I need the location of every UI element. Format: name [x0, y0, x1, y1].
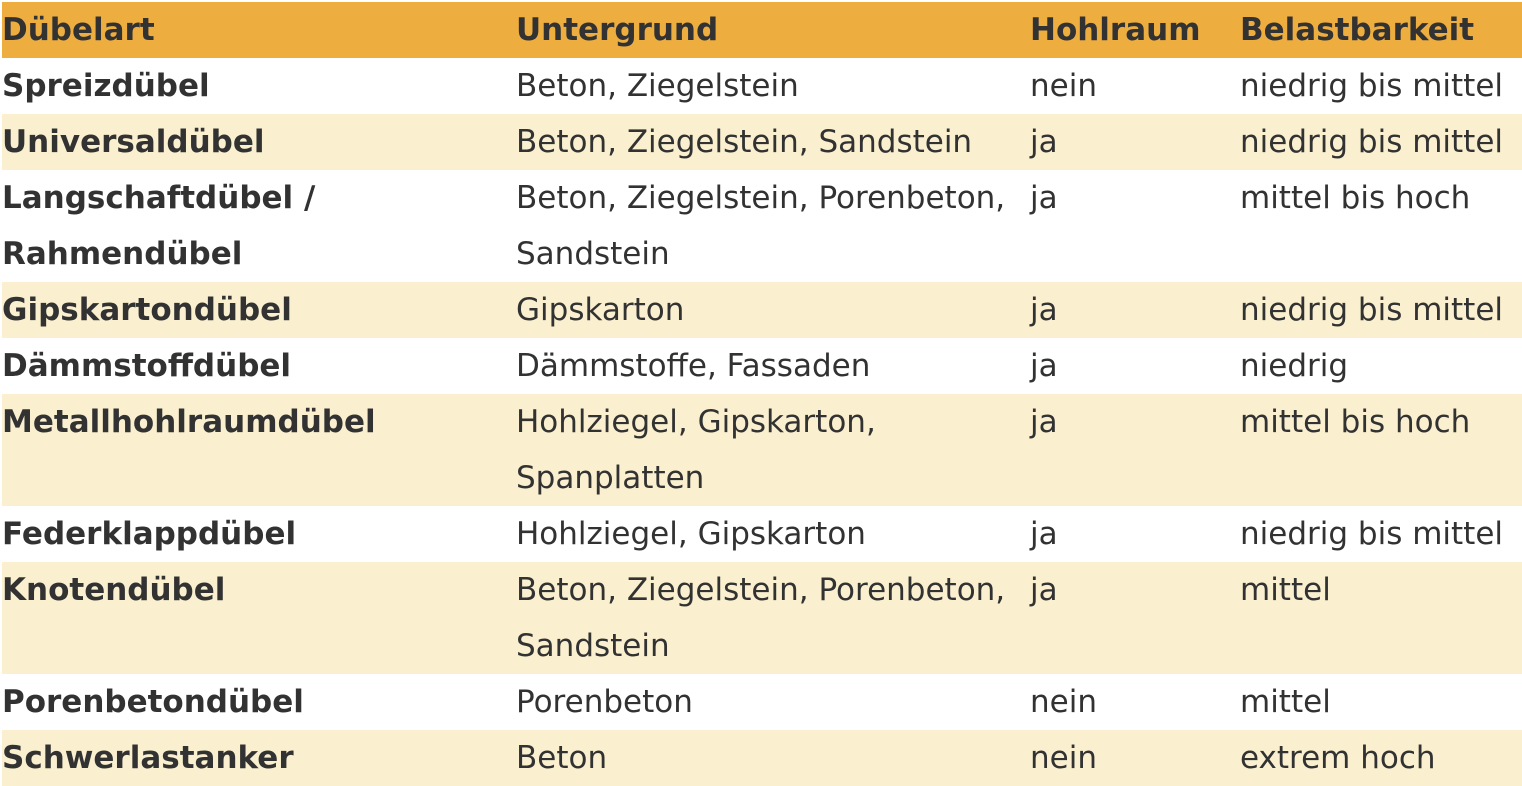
cell-untergrund: Beton, Ziegelstein, Porenbeton, Sandstei… — [516, 180, 1006, 272]
table-row: Knotendübel Beton, Ziegelstein, Porenbet… — [2, 562, 1522, 674]
table-header-row: Dübelart Untergrund Hohlraum Belastbarke… — [2, 2, 1522, 58]
cell-belastbarkeit: niedrig bis mittel — [1240, 516, 1504, 552]
cell-duebelart: Schwerlastanker — [2, 740, 294, 776]
cell-hohlraum: ja — [1030, 572, 1058, 608]
cell-untergrund: Beton — [516, 740, 608, 776]
cell-belastbarkeit: niedrig bis mittel — [1240, 292, 1504, 328]
cell-belastbarkeit: mittel — [1240, 572, 1331, 608]
cell-duebelart: Gipskartondübel — [2, 292, 292, 328]
table-row: Schwerlastanker Beton nein extrem hoch — [2, 730, 1522, 786]
cell-duebelart: Knotendübel — [2, 572, 226, 608]
cell-untergrund: Beton, Ziegelstein, Sandstein — [516, 124, 973, 160]
cell-duebelart: Universaldübel — [2, 124, 265, 160]
header-belastbarkeit: Belastbarkeit — [1240, 12, 1475, 48]
cell-untergrund: Gipskarton — [516, 292, 685, 328]
cell-duebelart: Spreizdübel — [2, 68, 210, 104]
cell-belastbarkeit: mittel bis hoch — [1240, 404, 1471, 440]
cell-belastbarkeit: extrem hoch — [1240, 740, 1436, 776]
cell-belastbarkeit: mittel — [1240, 684, 1331, 720]
table-row: Dämmstoffdübel Dämmstoffe, Fassaden ja n… — [2, 338, 1522, 394]
cell-belastbarkeit: niedrig bis mittel — [1240, 124, 1504, 160]
cell-duebelart: Langschaftdübel / Rahmendübel — [2, 180, 316, 272]
table-row: Gipskartondübel Gipskarton ja niedrig bi… — [2, 282, 1522, 338]
cell-duebelart: Federklappdübel — [2, 516, 297, 552]
table-row: Porenbetondübel Porenbeton nein mittel — [2, 674, 1522, 730]
table-row: Universaldübel Beton, Ziegelstein, Sands… — [2, 114, 1522, 170]
cell-belastbarkeit: niedrig bis mittel — [1240, 68, 1504, 104]
cell-untergrund: Porenbeton — [516, 684, 693, 720]
cell-hohlraum: ja — [1030, 180, 1058, 216]
cell-belastbarkeit: niedrig — [1240, 348, 1349, 384]
table-row: Federklappdübel Hohlziegel, Gipskarton j… — [2, 506, 1522, 562]
table-row: Spreizdübel Beton, Ziegelstein nein nied… — [2, 58, 1522, 114]
table-row: Metallhohlraumdübel Hohlziegel, Gipskart… — [2, 394, 1522, 506]
header-duebelart: Dübelart — [2, 12, 155, 48]
cell-untergrund: Hohlziegel, Gipskarton, Spanplatten — [516, 404, 876, 496]
cell-untergrund: Hohlziegel, Gipskarton — [516, 516, 866, 552]
cell-hohlraum: nein — [1030, 68, 1097, 104]
cell-hohlraum: ja — [1030, 348, 1058, 384]
header-untergrund: Untergrund — [516, 12, 719, 48]
cell-duebelart: Dämmstoffdübel — [2, 348, 292, 384]
table-row: Langschaftdübel / Rahmendübel Beton, Zie… — [2, 170, 1522, 282]
cell-hohlraum: ja — [1030, 292, 1058, 328]
cell-hohlraum: ja — [1030, 124, 1058, 160]
cell-belastbarkeit: mittel bis hoch — [1240, 180, 1471, 216]
header-hohlraum: Hohlraum — [1030, 12, 1201, 48]
cell-untergrund: Beton, Ziegelstein, Porenbeton, Sandstei… — [516, 572, 1006, 664]
cell-hohlraum: nein — [1030, 740, 1097, 776]
cell-duebelart: Porenbetondübel — [2, 684, 304, 720]
cell-hohlraum: ja — [1030, 516, 1058, 552]
cell-untergrund: Dämmstoffe, Fassaden — [516, 348, 871, 384]
cell-hohlraum: ja — [1030, 404, 1058, 440]
cell-untergrund: Beton, Ziegelstein — [516, 68, 799, 104]
cell-duebelart: Metallhohlraumdübel — [2, 404, 376, 440]
cell-hohlraum: nein — [1030, 684, 1097, 720]
